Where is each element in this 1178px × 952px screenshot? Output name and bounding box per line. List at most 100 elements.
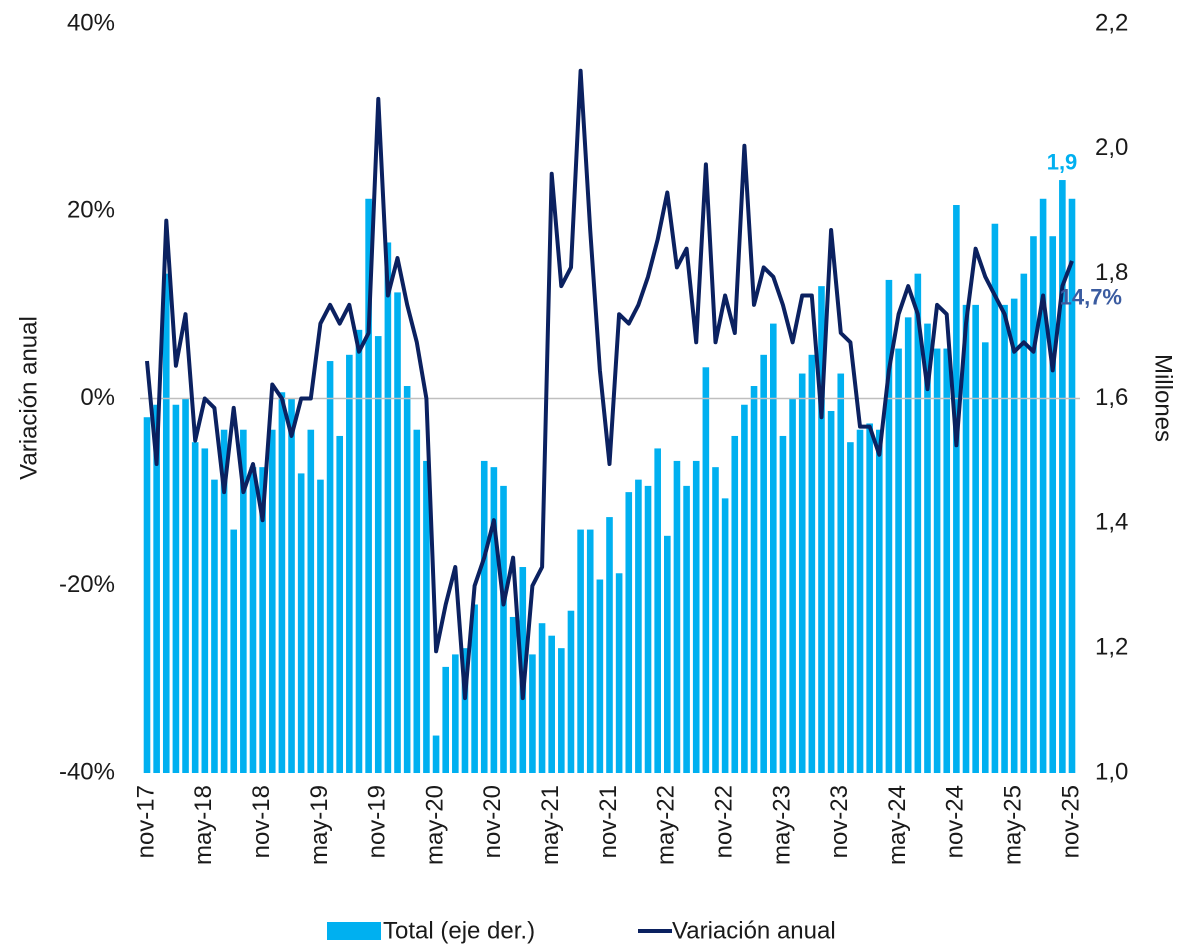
y2-tick-label: 1,2 [1095, 634, 1128, 661]
bar [885, 279, 893, 773]
y-tick-label: 0% [80, 384, 115, 411]
x-tick-label: nov-17 [132, 785, 159, 858]
bar [317, 479, 324, 773]
bar [538, 623, 546, 773]
bar [384, 242, 392, 774]
bar [789, 398, 796, 773]
bar [268, 429, 276, 773]
bar [731, 435, 739, 773]
bar [779, 435, 787, 773]
bar [394, 292, 401, 773]
bar [288, 398, 295, 773]
y2-tick-label: 1,4 [1095, 509, 1128, 536]
bar [403, 386, 411, 773]
bar [818, 286, 825, 773]
x-tick-label: nov-19 [364, 785, 391, 858]
bar [837, 373, 845, 773]
x-tick-label: nov-25 [1057, 785, 1084, 858]
bar [346, 354, 353, 773]
bar [596, 579, 604, 773]
x-tick-label: nov-21 [595, 785, 622, 858]
x-tick-label: may-21 [537, 785, 564, 865]
bar [847, 442, 854, 773]
bar [1059, 180, 1066, 773]
bar [1001, 304, 1008, 773]
bar [895, 348, 902, 773]
bar [635, 479, 642, 773]
bar [856, 429, 864, 773]
bar [615, 573, 623, 773]
bar [875, 429, 883, 773]
bar [172, 404, 180, 773]
bar [683, 485, 690, 773]
bar [798, 373, 806, 773]
y-axis-title: Variación anual [15, 316, 42, 480]
line [145, 68, 1074, 701]
bar [259, 467, 266, 773]
data-label: 1,9 [1047, 150, 1078, 175]
bar [191, 442, 199, 773]
bar [480, 460, 488, 773]
bar [471, 604, 478, 773]
bar [1010, 298, 1018, 773]
bar [355, 329, 363, 773]
x-tick-label: may-23 [768, 785, 795, 865]
bar [490, 467, 498, 773]
bar [721, 498, 729, 773]
bar [500, 485, 507, 773]
y-tick-label: -40% [59, 758, 115, 785]
x-tick-label: may-20 [421, 785, 448, 865]
bar [924, 323, 931, 773]
bar [423, 460, 430, 773]
bar [702, 367, 710, 773]
y2-tick-label: 2,2 [1095, 9, 1128, 36]
data-label: 14,7% [1060, 285, 1122, 310]
bar [962, 304, 970, 773]
x-tick-label: nov-20 [479, 785, 506, 858]
x-tick-label: may-24 [884, 785, 911, 865]
bar [866, 423, 873, 773]
x-tick-label: nov-23 [826, 785, 853, 858]
bar [750, 386, 758, 773]
bar [529, 654, 536, 773]
bar [741, 404, 748, 773]
bar [211, 479, 218, 773]
bar [673, 460, 681, 773]
y2-tick-label: 1,0 [1095, 758, 1128, 785]
x-tick-label: nov-18 [248, 785, 275, 858]
x-tick-label: may-18 [190, 785, 217, 865]
bar [336, 435, 344, 773]
bar [577, 529, 584, 773]
bar [442, 666, 449, 773]
bar [914, 273, 922, 773]
y2-tick-label: 1,6 [1095, 384, 1128, 411]
bar [413, 429, 421, 773]
x-tick-label: nov-22 [710, 785, 737, 858]
bar [606, 517, 613, 773]
bar [307, 429, 315, 773]
bar [230, 529, 238, 773]
bar [182, 398, 189, 773]
bar [548, 635, 555, 773]
bar [827, 410, 835, 773]
y2-tick-label: 2,0 [1095, 134, 1128, 161]
y-tick-label: -20% [59, 571, 115, 598]
bar [953, 205, 960, 774]
bar [770, 323, 777, 773]
bar [1030, 236, 1037, 773]
bar [933, 348, 941, 773]
bar [1068, 198, 1076, 773]
bar [201, 448, 209, 773]
bar [143, 417, 151, 773]
bar [760, 354, 767, 773]
x-tick-label: may-22 [653, 785, 680, 865]
x-tick-label: may-19 [306, 785, 333, 865]
bar [712, 467, 719, 773]
x-tick-label: nov-24 [942, 785, 969, 858]
bar [461, 648, 469, 773]
bar [586, 529, 594, 773]
bar [1049, 236, 1057, 773]
bar [644, 485, 652, 773]
